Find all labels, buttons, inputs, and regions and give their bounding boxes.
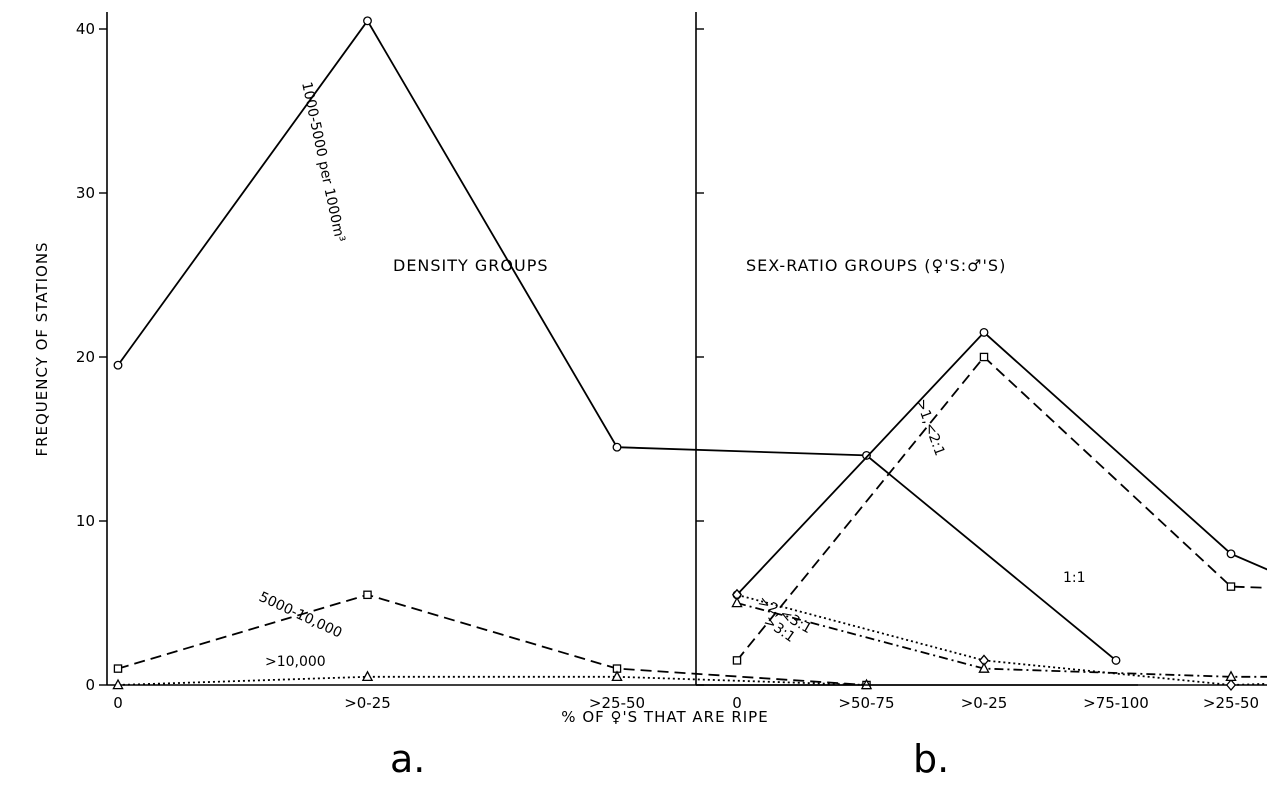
- point-b-s0-1: [979, 327, 989, 337]
- y-axis-title-a: FREQUENCY OF STATIONS: [33, 241, 51, 456]
- x-tick-label-a-1: >0-25: [344, 694, 391, 712]
- point-a-s0-4: [1111, 655, 1121, 665]
- x-tick-label-b-1: >0-25: [961, 694, 1008, 712]
- point-b-s0-2: [1226, 549, 1236, 559]
- point-a-s2-1: [361, 670, 374, 682]
- point-a-s2-2: [611, 670, 623, 682]
- point-a-s0-0: [113, 360, 123, 370]
- y-tick-label-a-1: 10: [76, 512, 95, 530]
- series-line-b-1: [736, 355, 1267, 661]
- panel-title-b: SEX-RATIO GROUPS (♀'S:♂'S): [746, 256, 1006, 275]
- point-a-s0-2: [612, 442, 622, 452]
- x-tick-label-b-0: 0: [732, 694, 742, 712]
- series-label-b-1: 1:1: [1063, 570, 1086, 586]
- series-line-a-0: [117, 19, 1117, 662]
- x-tick-label-b-2: >25-50: [1203, 694, 1259, 712]
- point-a-s1-0: [113, 664, 123, 673]
- series-line-a-2: [117, 675, 867, 686]
- point-b-s3-1: [978, 662, 990, 673]
- point-b-s2-2: [1225, 678, 1237, 692]
- x-axis-title-a: % OF ♀'S THAT ARE RIPE: [561, 708, 768, 726]
- panel-label-a: a.: [390, 737, 425, 781]
- series-line-b-3: [736, 602, 1267, 678]
- series-label-a-0: 1000-5000 per 1000m³: [298, 81, 348, 244]
- series-label-a-1: 5000-10,000: [256, 589, 344, 641]
- series-line-b-2: [736, 593, 1267, 686]
- y-tick-label-a-3: 30: [76, 184, 95, 202]
- point-a-s2-0: [112, 678, 124, 690]
- y-tick-label-a-0: 0: [85, 676, 95, 694]
- x-tick-label-a-4: >75-100: [1083, 694, 1149, 712]
- point-a-s1-1: [363, 590, 372, 600]
- point-b-s1-0: [732, 656, 742, 665]
- panel-title-a: DENSITY GROUPS: [393, 256, 549, 275]
- series-label-b-0: >1,<2:1: [912, 397, 947, 458]
- series-label-a-2: >10,000: [265, 654, 326, 670]
- point-a-s0-1: [363, 16, 372, 26]
- point-a-s0-3: [862, 450, 871, 460]
- point-b-s3-2: [1225, 670, 1237, 682]
- panel-label-b: b.: [913, 737, 949, 781]
- x-tick-label-a-2: >25-50: [589, 694, 645, 712]
- series-line-b-0: [736, 331, 1267, 596]
- point-b-s3-0: [731, 596, 743, 608]
- y-tick-label-a-2: 20: [76, 348, 95, 366]
- x-tick-label-a-3: >50-75: [838, 694, 894, 712]
- point-b-s1-2: [1226, 582, 1236, 591]
- x-tick-label-a-0: 0: [113, 694, 123, 712]
- y-tick-label-a-4: 40: [76, 20, 95, 38]
- point-b-s1-1: [979, 352, 989, 362]
